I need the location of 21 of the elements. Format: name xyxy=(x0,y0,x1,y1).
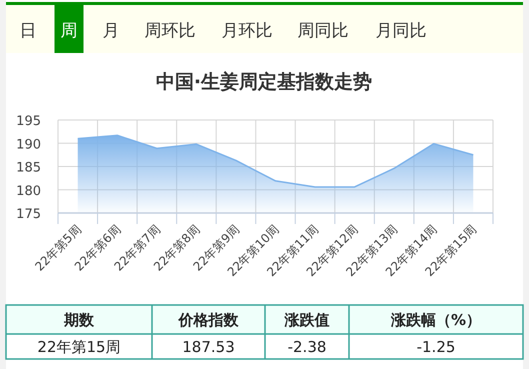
text: -2.38 xyxy=(288,338,326,356)
category-label: 月环比 xyxy=(222,21,272,41)
category-label: 涨跌幅（%） xyxy=(390,311,482,329)
y-tick-label: 175 xyxy=(16,207,41,222)
y-tick-label: 185 xyxy=(16,160,41,176)
y-tick-label: 190 xyxy=(16,137,41,152)
text: 22年第15周 xyxy=(37,338,121,356)
category-label: 价格指数 xyxy=(178,311,240,329)
category-label: 月 xyxy=(102,21,120,41)
text: 187.53 xyxy=(182,338,235,356)
category-label: 月同比 xyxy=(376,21,426,41)
y-tick-label: 180 xyxy=(16,184,41,199)
text: -1.25 xyxy=(416,338,456,356)
category-label: 周环比 xyxy=(144,21,196,41)
y-tick-label: 195 xyxy=(16,114,41,129)
category-label: 涨跌值 xyxy=(284,311,330,329)
category-label: 期数 xyxy=(63,311,95,329)
category-label: 周 xyxy=(60,21,78,41)
category-label: 周同比 xyxy=(298,21,348,41)
category-label: 日 xyxy=(20,21,36,41)
chart-title: 中国·生姜周定基指数走势 xyxy=(156,71,372,93)
